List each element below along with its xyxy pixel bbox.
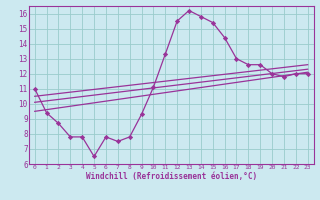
X-axis label: Windchill (Refroidissement éolien,°C): Windchill (Refroidissement éolien,°C) xyxy=(86,172,257,180)
